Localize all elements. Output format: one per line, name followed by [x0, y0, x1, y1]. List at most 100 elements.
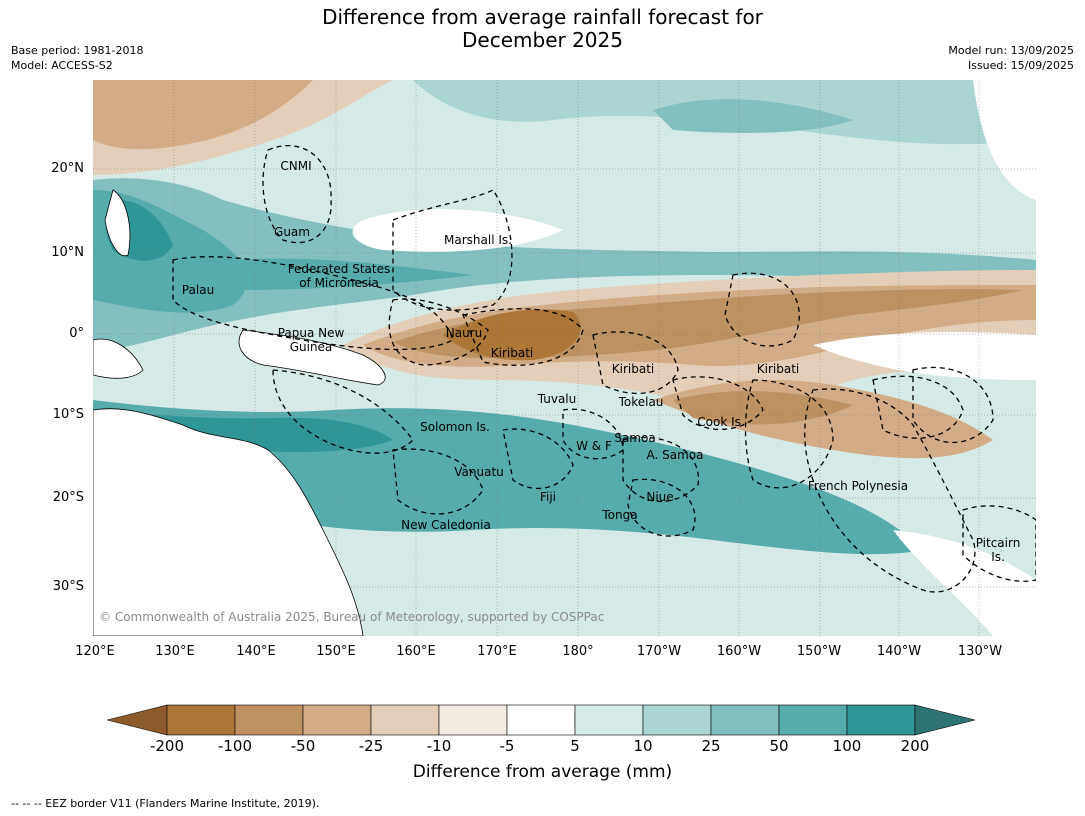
label-png: Papua New Guinea: [278, 326, 345, 354]
colorbar-cell: [234, 704, 304, 736]
label-guam: Guam: [274, 225, 310, 239]
model-run: Model run: 13/09/2025: [948, 44, 1074, 57]
lon-label-170w: 170°W: [636, 644, 682, 659]
label-solomon: Solomon Is.: [420, 420, 490, 434]
lon-label-130e: 130°E: [155, 644, 195, 659]
label-french-polynesia: French Polynesia: [807, 479, 909, 493]
label-png-line1: Papua New: [277, 326, 345, 340]
region-se-dry-2: [673, 390, 853, 425]
colorbar-tick-label: -200: [149, 737, 185, 755]
meta-left: Base period: 1981-2018 Model: ACCESS-S2: [11, 43, 143, 73]
label-pitcairn: Pitcairn Is.: [976, 536, 1021, 564]
colorbar-extend-low: [107, 704, 168, 736]
colorbar-cell: [438, 704, 508, 736]
label-samoa: Samoa: [614, 431, 656, 445]
lat-label-20n: 20°N: [51, 161, 84, 176]
colorbar-tick-label: 5: [570, 737, 580, 755]
label-fiji: Fiji: [539, 490, 557, 504]
lon-label-180: 180°: [562, 644, 594, 659]
colorbar-title: Difference from average (mm): [412, 762, 673, 782]
region-east-white: [813, 332, 1036, 380]
label-pitcairn-line2: Is.: [991, 550, 1005, 564]
lat-label-10n: 10°N: [51, 245, 84, 260]
colorbar-tick-label: 200: [900, 737, 930, 755]
colorbar-tick-label: -5: [499, 737, 515, 755]
label-tonga: Tonga: [602, 508, 638, 522]
label-nauru: Nauru: [445, 326, 483, 340]
model-name: Model: ACCESS-S2: [11, 59, 113, 72]
lon-label-150w: 150°W: [796, 644, 842, 659]
issued-date: Issued: 15/09/2025: [967, 59, 1074, 72]
colorbar-tick-label: 50: [769, 737, 789, 755]
region-marshall-white: [352, 209, 563, 252]
label-cnmi: CNMI: [280, 159, 312, 173]
label-new-caledonia: New Caledonia: [401, 518, 491, 532]
colorbar-tick-label: 100: [832, 737, 862, 755]
colorbar-cell: [302, 704, 372, 736]
label-fsm-line1: Federated States: [287, 262, 391, 276]
colorbar-tick-label: -25: [358, 737, 384, 755]
australia-land: [93, 408, 364, 636]
label-fsm: Federated States of Micronesia: [288, 262, 390, 290]
colorbar-tick-label: -10: [426, 737, 452, 755]
lon-label-160w: 160°W: [716, 644, 762, 659]
lat-label-20s: 20°S: [52, 490, 84, 505]
graticule: [93, 80, 1036, 636]
lon-label-140e: 140°E: [236, 644, 276, 659]
title-line-2: December 2025: [462, 28, 623, 52]
map-title: Difference from average rainfall forecas…: [0, 6, 1085, 52]
label-pitcairn-line1: Pitcairn: [975, 536, 1021, 550]
colorbar-extend-high: [914, 704, 976, 736]
colorbar-cell: [506, 704, 576, 736]
lat-label-0: 0°: [69, 326, 84, 341]
rainfall-map-svg: [93, 80, 1036, 636]
lon-label-170e: 170°E: [477, 644, 517, 659]
label-kiribati-east: Kiribati: [756, 362, 800, 376]
colorbar-cell: [166, 704, 236, 736]
philippines-land: [104, 189, 131, 257]
label-vanuatu: Vanuatu: [454, 465, 504, 479]
lon-label-140w: 140°W: [876, 644, 922, 659]
label-palau: Palau: [181, 283, 215, 297]
colorbar-tick-label: 25: [701, 737, 721, 755]
label-asamoa: A. Samoa: [646, 448, 704, 462]
lon-label-160e: 160°E: [396, 644, 436, 659]
region-north-wet-2: [653, 99, 853, 133]
rainfall-map: [93, 80, 1036, 636]
label-kiribati-west: Kiribati: [490, 346, 534, 360]
colorbar-cell: [574, 704, 644, 736]
colorbar-cell: [846, 704, 916, 736]
meta-right: Model run: 13/09/2025 Issued: 15/09/2025: [948, 43, 1074, 73]
colorbar-tick-label: -50: [290, 737, 316, 755]
label-kiribati-central: Kiribati: [611, 362, 655, 376]
lat-label-30s: 30°S: [52, 579, 84, 594]
coastlines: [93, 189, 386, 636]
borneo-land: [93, 338, 144, 379]
label-wf: W & F: [576, 439, 612, 453]
copyright-notice: © Commonwealth of Australia 2025, Bureau…: [99, 610, 605, 624]
label-cook: Cook Is.: [697, 415, 745, 429]
region-equatorial-wet: [93, 178, 1036, 350]
colorbar-tick-label: 10: [633, 737, 653, 755]
colorbar-cell: [710, 704, 780, 736]
label-niue: Niue: [646, 490, 674, 504]
colorbar-cells: [107, 704, 976, 736]
lon-label-120e: 120°E: [75, 644, 115, 659]
colorbar: [107, 704, 976, 736]
lat-label-10s: 10°S: [52, 407, 84, 422]
region-nw-dry-2: [93, 80, 313, 150]
base-period: Base period: 1981-2018: [11, 44, 144, 57]
region-se-white: [893, 530, 1036, 636]
colorbar-tick-label: -100: [217, 737, 253, 755]
colorbar-cell: [778, 704, 848, 736]
label-tokelau: Tokelau: [618, 395, 664, 409]
label-fsm-line2: of Micronesia: [299, 276, 379, 290]
eez-footnote: -- -- -- EEZ border V11 (Flanders Marine…: [11, 797, 320, 810]
region-ne-white: [973, 80, 1036, 200]
title-line-1: Difference from average rainfall forecas…: [322, 5, 763, 29]
colorbar-cell: [642, 704, 712, 736]
colorbar-cell: [370, 704, 440, 736]
lon-label-150e: 150°E: [316, 644, 356, 659]
new-guinea-land: [238, 329, 386, 386]
lon-label-130w: 130°W: [957, 644, 1003, 659]
